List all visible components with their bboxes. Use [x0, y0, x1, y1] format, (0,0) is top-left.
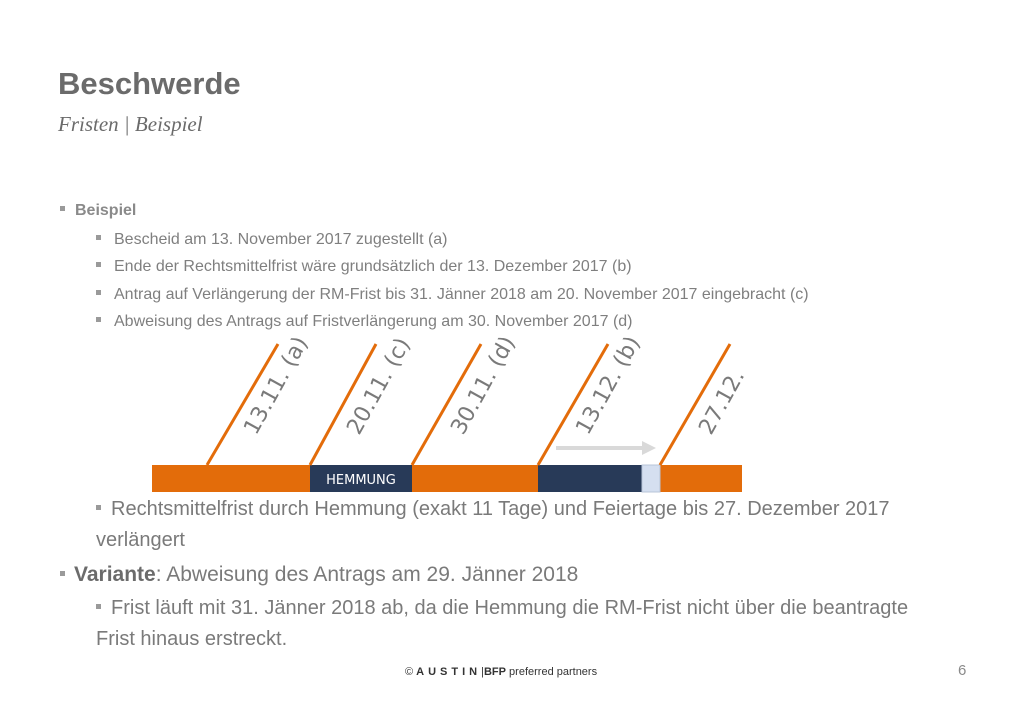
date-line-end [658, 343, 732, 466]
bullet-square-icon [96, 235, 101, 241]
frist-continuation: Frist hinaus erstreckt. [96, 628, 288, 650]
bullet-square-icon [96, 604, 101, 610]
page-title: Beschwerde [58, 66, 241, 101]
date-line-d [410, 343, 483, 466]
date-label-end: 27.12. [694, 366, 750, 439]
bullet-square-icon [96, 262, 101, 268]
hemmung-label: HEMMUNG [326, 473, 396, 488]
hemmung-block [310, 465, 412, 492]
date-line-a [205, 343, 280, 466]
bullet-item: Ende der Rechtsmittelfrist wäre grundsät… [96, 258, 632, 276]
bullet-item: Bescheid am 13. November 2017 zugestellt… [96, 231, 448, 249]
bullet-main: Beispiel [60, 202, 136, 220]
bullet-square-icon [60, 206, 65, 212]
extension-bullet: Rechtsmittelfrist durch Hemmung (exakt 1… [96, 498, 890, 521]
date-line-c [308, 343, 378, 466]
extension-continuation: verlängert [96, 529, 185, 551]
bullet-item: Antrag auf Verlängerung der RM-Frist bis… [96, 286, 809, 304]
variante-bullet: Variante: Abweisung des Antrags am 29. J… [60, 563, 578, 587]
bullet-square-icon [96, 505, 101, 511]
holiday-block [641, 464, 661, 493]
frist-bullet: Frist läuft mit 31. Jänner 2018 ab, da d… [96, 597, 908, 620]
extension-block [538, 465, 642, 492]
bullet-square-icon [60, 570, 65, 576]
page-subtitle: Fristen | Beispiel [58, 112, 203, 136]
date-line-b [536, 343, 610, 466]
footer-logo: © AUSTIN|BFP preferred partners [405, 666, 598, 678]
bullet-square-icon [96, 317, 101, 323]
arrow-head-icon [642, 441, 656, 455]
bullet-item: Abweisung des Antrags auf Fristverlänger… [96, 313, 633, 331]
bullet-square-icon [96, 290, 101, 296]
page-number: 6 [958, 662, 967, 679]
